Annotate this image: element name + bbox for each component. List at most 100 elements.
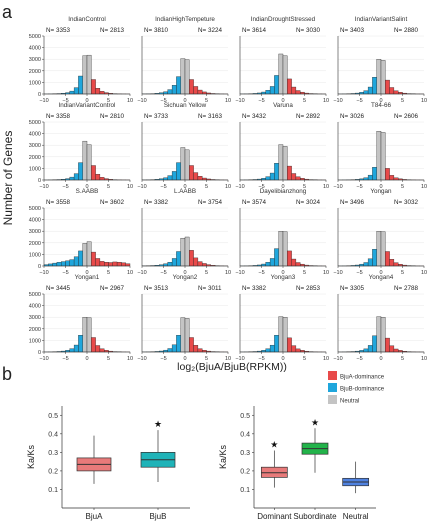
x-tick-label: 5 [401, 184, 404, 190]
y-tick-label: 0 [38, 350, 41, 356]
x-tick-label: 0 [379, 270, 382, 276]
histogram-panel: Yongan2 N= 3513 N= 3011 −10 −5 0 5 10 [137, 274, 231, 362]
histogram-title: Varuna [273, 102, 293, 109]
histogram-bar [56, 262, 62, 267]
y-tick-label: 5000 [29, 120, 41, 126]
histogram-bar [171, 344, 177, 353]
histogram-bar [291, 86, 297, 95]
boxplot-y-axis-label: Ka/Ks [218, 444, 228, 469]
histogram-bar [65, 260, 70, 267]
x-tick-label: 5 [205, 356, 208, 362]
histogram-bar [180, 317, 186, 353]
histogram-bar [376, 316, 382, 353]
y-tick-label: 0 [38, 264, 41, 270]
histogram-bar [376, 131, 382, 181]
y-tick-label: 0.3 [48, 450, 58, 457]
histogram-title: IndianDroughtStressed [251, 16, 316, 23]
x-tick-label: 0 [183, 184, 186, 190]
histogram-panel: IndianDroughtStressed N= 3614 N= 3030 −10 −5… [235, 16, 329, 104]
panel-label-b: b [2, 364, 12, 384]
n-right-label: N= 2788 [394, 285, 418, 292]
x-tick-label: 10 [127, 356, 133, 362]
histogram-title: Yongan4 [369, 274, 394, 281]
boxplot-panels: Ka/Ks 0.1 0.2 0.3 0.4 0.5 BjuA ★ BjuB Ka/Ks 0.1 0.2… [26, 406, 376, 521]
histogram-bar [372, 249, 377, 267]
y-tick-label: 0.2 [240, 468, 250, 475]
histogram-panel: Sichuan Yellow N= 3733 N= 3163 −10 −5 0 5 10 [137, 102, 231, 190]
x-tick-label: −10 [333, 98, 342, 104]
histogram-bar [73, 87, 79, 95]
significance-star: ★ [311, 417, 319, 427]
y-tick-label: 0.5 [240, 413, 250, 420]
panel-a-y-axis-label: Number of Genes [1, 131, 15, 226]
x-tick-label: −10 [333, 356, 342, 362]
x-tick-label: −5 [258, 270, 264, 276]
y-tick-label: 2000 [29, 69, 41, 75]
n-right-label: N= 2853 [296, 285, 320, 292]
x-tick-label: −10 [333, 270, 342, 276]
histogram-bar [295, 176, 301, 181]
histogram-bar [287, 250, 292, 267]
histogram-panel: IndianVariantControl N= 3358 N= 2810 0 1000 2… [29, 102, 133, 190]
legend-swatch-neutral [328, 395, 337, 404]
y-tick-label: 3000 [29, 143, 41, 149]
histogram-panel: T84-66 N= 3026 N= 2606 −10 −5 0 5 10 [333, 102, 427, 190]
x-tick-label: −5 [258, 356, 264, 362]
histogram-panel: Yongan3 N= 3382 N= 2853 −10 −5 0 5 10 [235, 274, 329, 362]
histogram-bar [265, 176, 271, 181]
histogram-bar [112, 261, 118, 267]
x-tick-label: −10 [137, 184, 146, 190]
y-tick-label: 0.4 [240, 431, 250, 438]
category-label: Dominant [257, 512, 292, 521]
category-label: Subordinate [293, 512, 337, 521]
histogram-bar [363, 348, 369, 353]
x-tick-label: 5 [303, 270, 306, 276]
histogram-bar [78, 75, 83, 95]
histogram-bar [282, 317, 288, 353]
x-tick-label: −10 [39, 356, 48, 362]
histogram-bar [278, 144, 284, 181]
n-right-label: N= 3754 [198, 199, 222, 206]
histogram-bar [180, 237, 186, 267]
x-tick-label: 10 [127, 98, 133, 104]
histogram-bar [393, 262, 399, 267]
histogram-bar [176, 335, 181, 353]
x-tick-label: 5 [303, 98, 306, 104]
histogram-bar [393, 177, 399, 181]
histogram-bar [86, 241, 92, 267]
n-right-label: N= 3024 [296, 199, 320, 206]
histogram-panel: Yongan N= 3496 N= 3032 −10 −5 0 5 10 [333, 188, 427, 276]
histogram-bar [385, 79, 390, 95]
y-tick-label: 0.4 [48, 431, 58, 438]
x-tick-label: 10 [225, 184, 231, 190]
x-tick-label: 5 [401, 270, 404, 276]
x-tick-label: 5 [303, 184, 306, 190]
histogram-bar [282, 231, 288, 267]
histogram-bar [82, 140, 88, 181]
n-right-label: N= 3163 [198, 113, 222, 120]
x-tick-label: −10 [39, 270, 48, 276]
histogram-bar [197, 175, 203, 181]
histogram-bar [367, 86, 373, 95]
histogram-bar [202, 91, 207, 95]
legend-swatch-bjub [328, 383, 337, 392]
histogram-bar [278, 53, 284, 95]
histogram-bar [86, 144, 92, 181]
y-tick-label: 0.1 [48, 487, 58, 494]
x-tick-label: 0 [281, 270, 284, 276]
n-left-label: N= 3496 [340, 199, 364, 206]
histogram-bar [385, 337, 390, 353]
y-tick-label: 4000 [29, 304, 41, 310]
x-tick-label: −10 [235, 356, 244, 362]
histogram-bar [184, 59, 190, 95]
histogram-bar [265, 90, 271, 95]
histogram-bar [295, 348, 301, 353]
x-tick-label: 0 [379, 356, 382, 362]
histogram-panel: Varuna N= 3432 N= 2892 −10 −5 0 5 10 [235, 102, 329, 190]
n-right-label: N= 3602 [100, 199, 124, 206]
histogram-bar [73, 344, 79, 353]
x-tick-label: 0 [281, 98, 284, 104]
x-tick-label: −5 [258, 98, 264, 104]
histogram-bar [389, 345, 395, 353]
